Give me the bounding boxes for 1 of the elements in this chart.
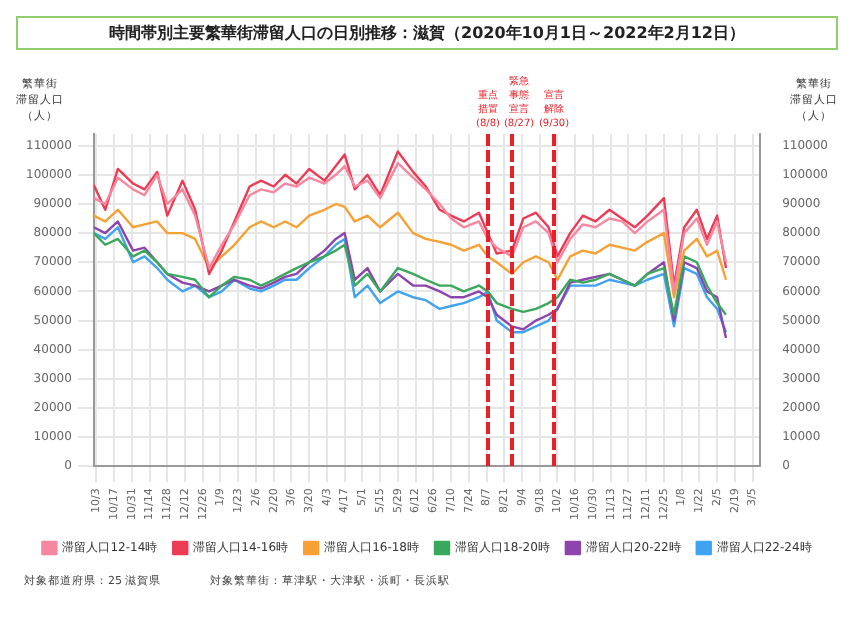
chart-title: 時間帯別主要繁華街滞留人口の日別推移：滋賀（2020年10月1日～2022年2月12日） (16, 16, 838, 50)
